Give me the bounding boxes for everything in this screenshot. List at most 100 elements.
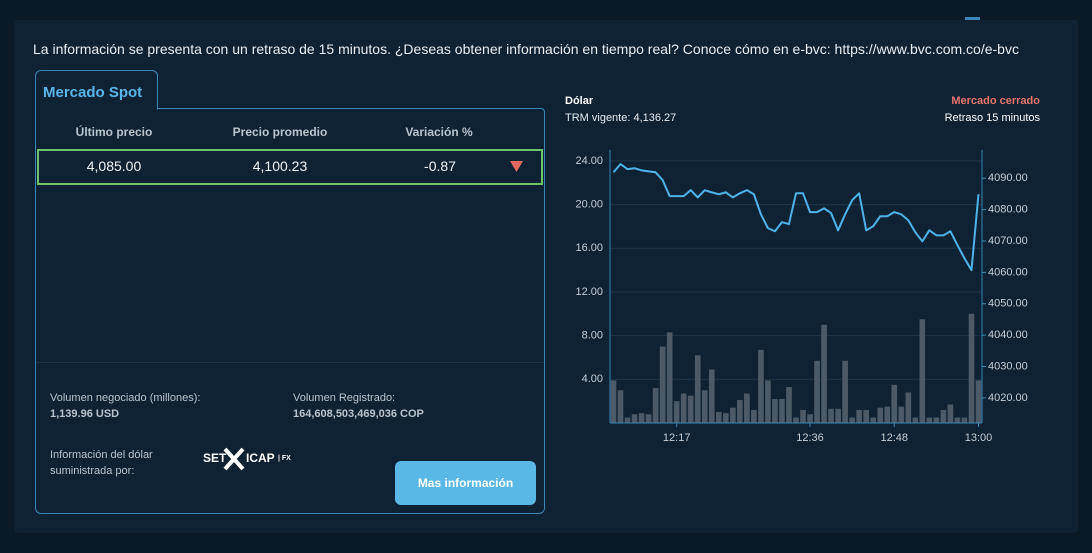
y-tick-label: 8.00 bbox=[582, 330, 603, 342]
volume-bar bbox=[744, 393, 750, 423]
volume-bar bbox=[912, 417, 919, 423]
panel bbox=[14, 20, 1078, 533]
volume-bar bbox=[814, 360, 820, 423]
volume-bar bbox=[687, 395, 694, 423]
table-header: Variación % bbox=[405, 125, 473, 139]
volume-bar bbox=[849, 417, 855, 423]
x-tick-label: 13:00 bbox=[965, 432, 993, 444]
y2-tick-label: 4090.00 bbox=[988, 172, 1028, 184]
volume-bar bbox=[870, 417, 877, 423]
volume-bar bbox=[898, 406, 905, 423]
volume-bar bbox=[610, 380, 617, 423]
price-line bbox=[612, 163, 980, 272]
volume-bar bbox=[708, 369, 715, 423]
more-info-button[interactable]: Mas información bbox=[395, 461, 536, 505]
volume-bar bbox=[779, 398, 785, 423]
table-header: Precio promedio bbox=[232, 125, 328, 139]
volume-bar bbox=[793, 417, 799, 423]
logo-text: SET bbox=[203, 451, 227, 465]
volume-bar bbox=[715, 412, 722, 423]
volume-label: Volumen negociado (millones): bbox=[50, 392, 201, 404]
volume-bar bbox=[737, 400, 743, 423]
x-tick-label: 12:48 bbox=[880, 432, 908, 444]
tab-label: Mercado Spot bbox=[43, 84, 143, 101]
volume-bar bbox=[666, 332, 673, 423]
volume-bar bbox=[701, 390, 708, 423]
volume-bar bbox=[723, 413, 729, 423]
volume-bar bbox=[828, 408, 834, 423]
volume-bar bbox=[758, 349, 764, 423]
table-cell: 4,100.23 bbox=[252, 158, 308, 174]
y2-tick-label: 4080.00 bbox=[988, 204, 1028, 216]
notice: La información se presenta con un retras… bbox=[33, 41, 1019, 57]
table-header: Último precio bbox=[75, 125, 153, 139]
volume-bar bbox=[807, 414, 813, 423]
down-arrow bbox=[510, 161, 523, 172]
y2-tick-label: 4020.00 bbox=[988, 392, 1028, 404]
y-tick-label: 16.00 bbox=[575, 242, 603, 254]
provider-label: Información del dólar bbox=[50, 449, 153, 461]
table-row bbox=[37, 149, 543, 185]
volume-bar bbox=[968, 313, 975, 423]
volume-bar bbox=[673, 401, 680, 423]
volume-bar bbox=[765, 380, 771, 423]
volume-bar bbox=[680, 393, 687, 423]
table-cell: 4,085.00 bbox=[86, 158, 142, 174]
volume-bar bbox=[954, 417, 961, 423]
separator bbox=[36, 362, 544, 363]
volume-bar bbox=[638, 413, 645, 423]
volume-bar bbox=[919, 319, 926, 423]
y2-tick-label: 4060.00 bbox=[988, 266, 1028, 278]
volume-value: 1,139.96 USD bbox=[50, 408, 120, 420]
volume-bar bbox=[926, 417, 933, 423]
volume-bar bbox=[659, 346, 666, 423]
provider-label: suministrada por: bbox=[50, 465, 135, 477]
volume-bar bbox=[947, 404, 954, 423]
market-delay: Retraso 15 minutos bbox=[944, 112, 1040, 124]
button-label: Mas información bbox=[417, 476, 514, 490]
logo-icon bbox=[223, 447, 245, 471]
volume-bar bbox=[821, 324, 827, 423]
volume-bar bbox=[933, 417, 940, 423]
volume-bar bbox=[961, 417, 968, 423]
volume-bar bbox=[835, 408, 841, 423]
volume-bar bbox=[800, 409, 806, 423]
volume-bar bbox=[694, 355, 701, 423]
volume-bar bbox=[975, 380, 982, 423]
volume-bar bbox=[631, 414, 638, 423]
y-tick-label: 4.00 bbox=[582, 373, 603, 385]
volume-value: 164,608,503,469,036 COP bbox=[293, 408, 424, 420]
volume-bar bbox=[884, 406, 891, 423]
y-tick-label: 24.00 bbox=[575, 155, 603, 167]
volume-bar bbox=[856, 409, 862, 423]
volume-bar bbox=[751, 409, 757, 423]
volume-bar bbox=[905, 392, 912, 423]
chart: 4.00 8.00 12.00 16.00 20.00 24.00 4020.00 4030.… bbox=[575, 150, 1028, 444]
spot-card bbox=[35, 108, 545, 514]
y2-tick-label: 4040.00 bbox=[988, 329, 1028, 341]
volume-bar bbox=[940, 409, 947, 423]
x-tick-label: 12:36 bbox=[796, 432, 824, 444]
y2-tick-label: 4050.00 bbox=[988, 298, 1028, 310]
market-trm: TRM vigente: 4,136.27 bbox=[565, 112, 677, 124]
y-tick-label: 12.00 bbox=[575, 286, 603, 298]
y-tick-label: 20.00 bbox=[575, 199, 603, 211]
volume-bar bbox=[786, 386, 792, 423]
table-cell: -0.87 bbox=[424, 158, 456, 174]
y2-tick-label: 4070.00 bbox=[988, 235, 1028, 247]
tab[interactable]: Mercado Spot bbox=[35, 70, 158, 110]
market-title: Dólar bbox=[565, 95, 594, 107]
volume-bar bbox=[842, 360, 848, 423]
y2-tick-label: 4030.00 bbox=[988, 360, 1028, 372]
volume-bar bbox=[624, 417, 631, 423]
volume-bar bbox=[652, 388, 659, 423]
x-tick-label: 12:17 bbox=[663, 432, 691, 444]
volume-label: Volumen Registrado: bbox=[293, 392, 396, 404]
volume-bar bbox=[877, 407, 884, 423]
volume-bar bbox=[863, 409, 869, 423]
volume-bar bbox=[891, 384, 898, 423]
volume-bar bbox=[617, 390, 624, 423]
nav-indicator bbox=[965, 17, 980, 20]
